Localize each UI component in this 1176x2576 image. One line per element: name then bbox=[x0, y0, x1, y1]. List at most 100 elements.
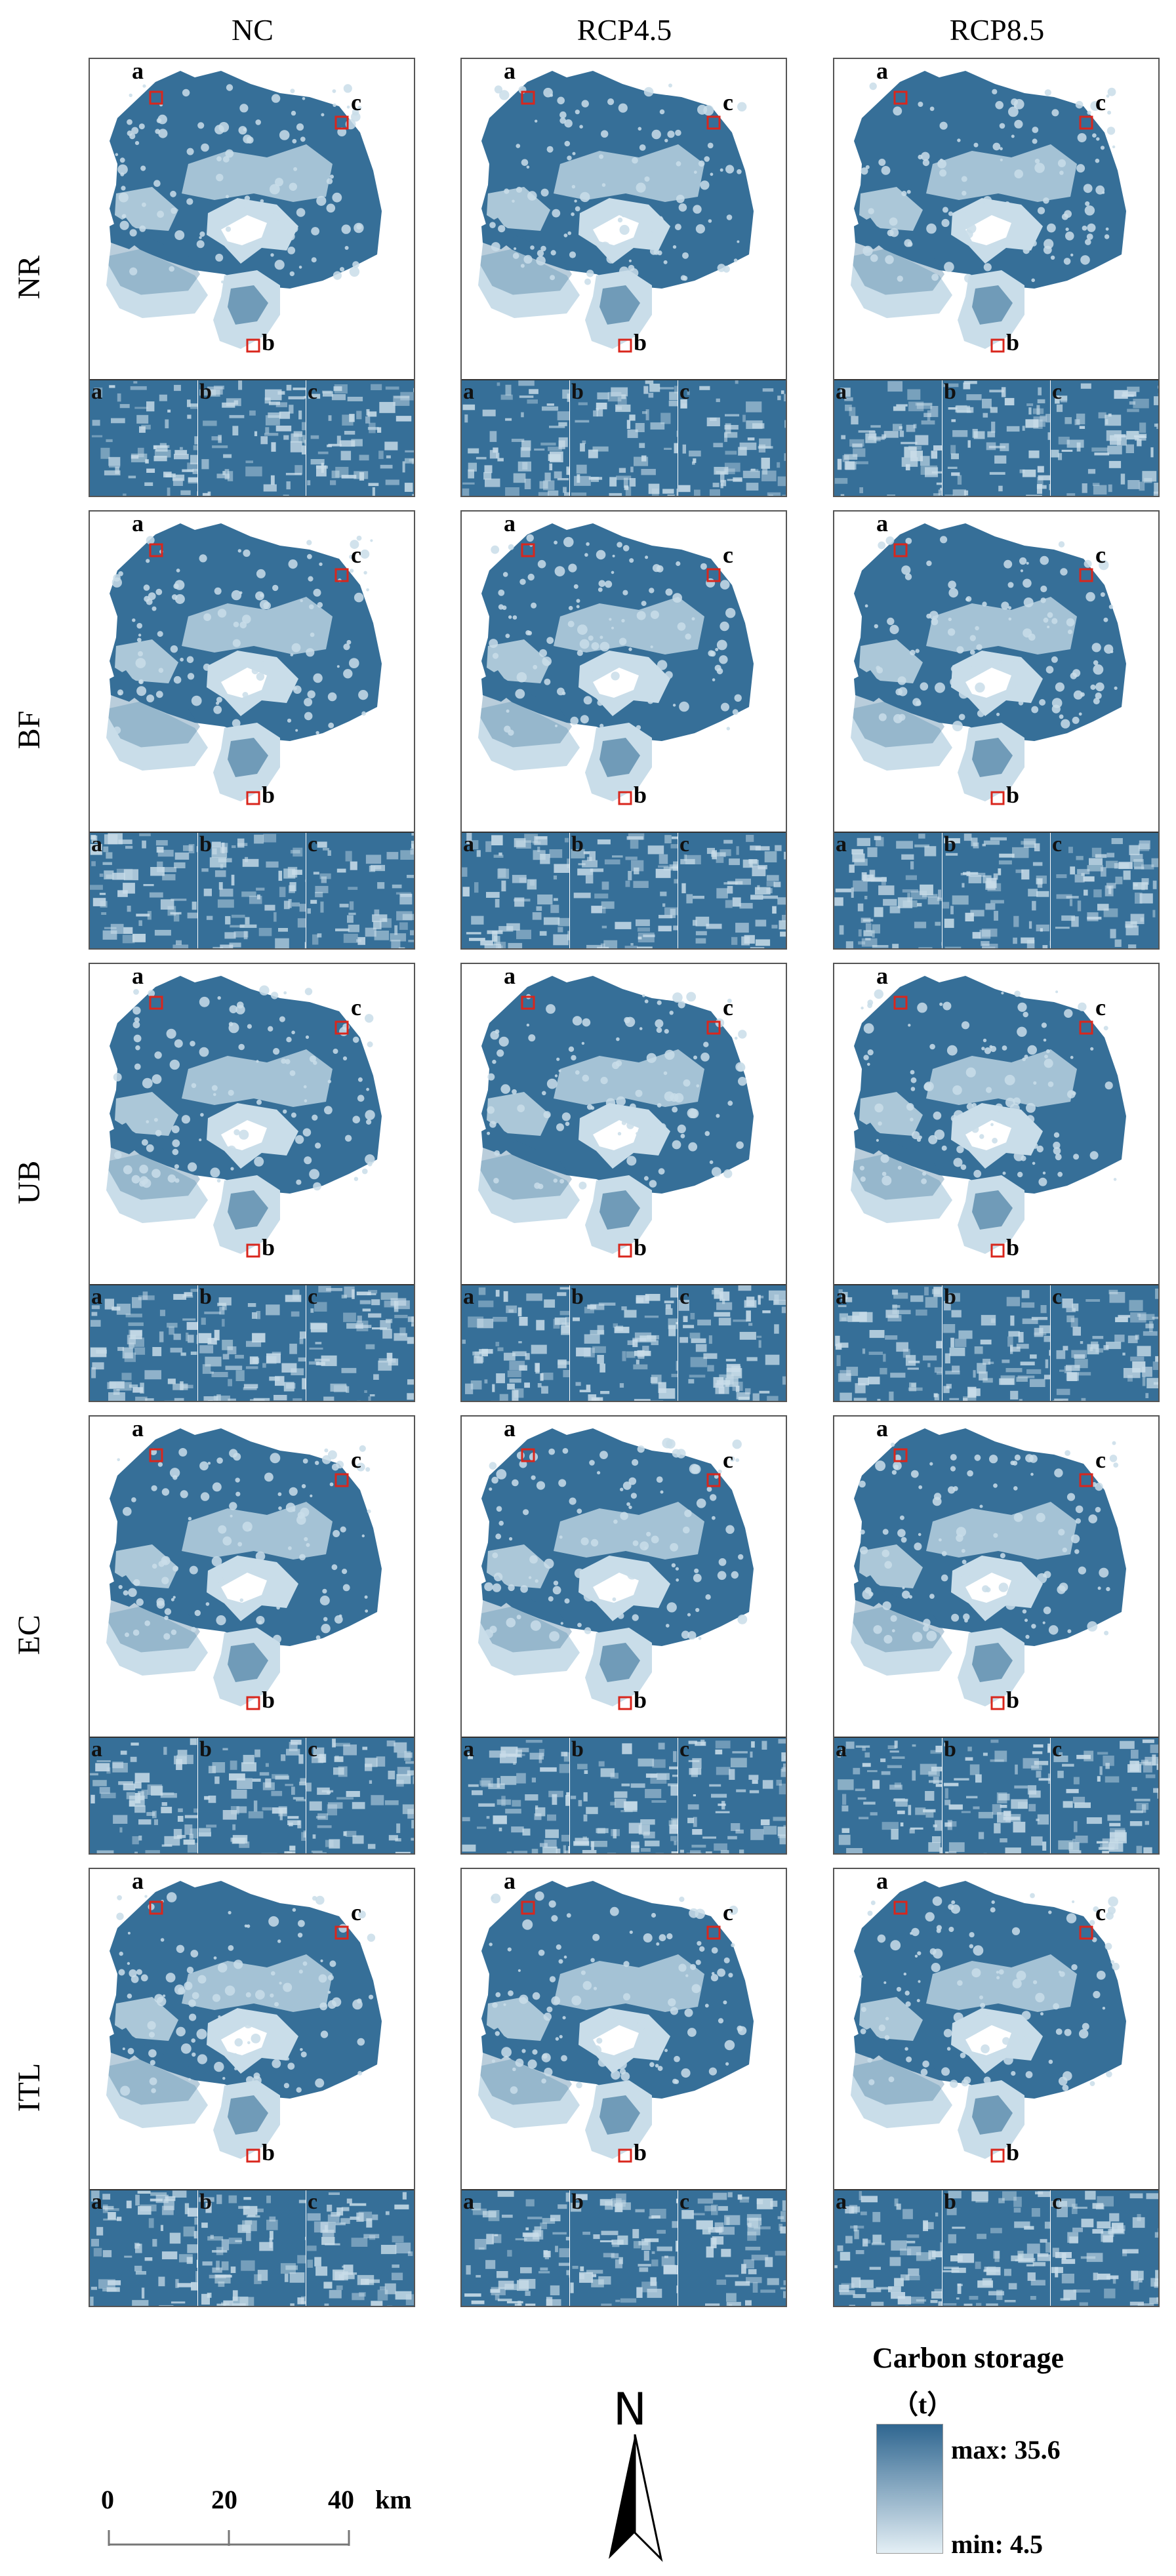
marker-label-c: c bbox=[351, 994, 361, 1020]
marker-label-a: a bbox=[132, 1415, 144, 1441]
map-itl-rcp45: a b c a b c bbox=[460, 1868, 787, 2307]
marker-label-c: c bbox=[723, 994, 733, 1020]
zoom-inset-strip: a b c bbox=[834, 1284, 1158, 1401]
zoom-label-b: b bbox=[571, 2190, 584, 2214]
zoom-inset-a: a bbox=[834, 833, 942, 948]
zoom-label-c: c bbox=[308, 832, 318, 856]
zoom-label-a: a bbox=[463, 832, 474, 856]
zoom-inset-a: a bbox=[90, 2190, 197, 2306]
zoom-label-a: a bbox=[91, 1737, 102, 1761]
zoom-inset-b: b bbox=[943, 380, 1050, 496]
marker-label-c: c bbox=[1095, 542, 1106, 568]
scale-tick-0: 0 bbox=[101, 2485, 114, 2514]
legend-min-label: min: 4.5 bbox=[951, 2529, 1043, 2559]
zoom-inset-a: a bbox=[462, 2190, 569, 2306]
marker-label-c: c bbox=[723, 542, 733, 568]
marker-label-c: c bbox=[1095, 994, 1106, 1020]
legend-unit: （t） bbox=[892, 2390, 954, 2419]
map-bf-nc: a b c a b c bbox=[89, 510, 415, 950]
map-ub-rcp45: a b c a b c bbox=[460, 963, 787, 1402]
zoom-inset-a: a bbox=[834, 2190, 942, 2306]
marker-label-a: a bbox=[504, 510, 516, 536]
map-itl-nc: a b c a b c bbox=[89, 1868, 415, 2307]
north-arrow-label: N bbox=[613, 2384, 647, 2436]
marker-label-b: b bbox=[262, 782, 275, 808]
map-nr-rcp45: a b c a b c bbox=[460, 58, 787, 497]
zoom-inset-strip: a b c bbox=[834, 1737, 1158, 1853]
zoom-inset-a: a bbox=[462, 380, 569, 496]
marker-label-b: b bbox=[1006, 1687, 1020, 1713]
zoom-label-c: c bbox=[308, 2190, 318, 2214]
zoom-inset-strip: a b c bbox=[462, 1284, 786, 1401]
zoom-label-b: b bbox=[944, 832, 956, 856]
marker-label-a: a bbox=[876, 1415, 888, 1441]
zoom-label-a: a bbox=[836, 1285, 847, 1309]
zoom-inset-c: c bbox=[1051, 2190, 1158, 2306]
map-ec-nc: a b c a b c bbox=[89, 1415, 415, 1855]
zoom-divider bbox=[90, 379, 414, 380]
zoom-inset-a: a bbox=[462, 833, 569, 948]
zoom-inset-strip: a b c bbox=[834, 2189, 1158, 2306]
zoom-label-c: c bbox=[308, 1285, 318, 1309]
zoom-divider bbox=[462, 832, 786, 833]
marker-label-b: b bbox=[634, 1234, 647, 1260]
zoom-label-c: c bbox=[308, 380, 318, 404]
row-label-itl: ITL bbox=[12, 2063, 47, 2112]
zoom-label-c: c bbox=[679, 1285, 690, 1309]
marker-label-a: a bbox=[876, 510, 888, 536]
legend-max-label: max: 35.6 bbox=[951, 2435, 1061, 2465]
scale-tick-40: 40 bbox=[328, 2485, 354, 2514]
zoom-inset-a: a bbox=[462, 1738, 569, 1853]
marker-label-c: c bbox=[1095, 1899, 1106, 1925]
zoom-label-a: a bbox=[91, 1285, 102, 1309]
zoom-label-b: b bbox=[199, 832, 212, 856]
marker-label-b: b bbox=[262, 1234, 275, 1260]
zoom-label-c: c bbox=[1052, 1285, 1063, 1309]
zoom-inset-b: b bbox=[943, 1285, 1050, 1401]
zoom-inset-strip: a b c bbox=[90, 1737, 414, 1853]
marker-label-a: a bbox=[504, 1415, 516, 1441]
marker-label-a: a bbox=[876, 58, 888, 84]
marker-label-c: c bbox=[351, 1447, 361, 1473]
zoom-label-b: b bbox=[944, 2190, 956, 2214]
zoom-inset-a: a bbox=[90, 1285, 197, 1401]
column-header-nc: NC bbox=[232, 13, 274, 47]
marker-label-b: b bbox=[634, 2139, 647, 2165]
scale-bar bbox=[108, 2530, 350, 2546]
zoom-inset-strip: a b c bbox=[462, 379, 786, 496]
zoom-inset-b: b bbox=[198, 380, 306, 496]
zoom-label-a: a bbox=[836, 380, 847, 404]
zoom-divider bbox=[90, 2189, 414, 2190]
marker-label-a: a bbox=[132, 510, 144, 536]
zoom-inset-c: c bbox=[1051, 1738, 1158, 1853]
zoom-label-b: b bbox=[571, 1285, 584, 1309]
zoom-label-c: c bbox=[679, 380, 690, 404]
zoom-inset-c: c bbox=[678, 1738, 786, 1853]
zoom-inset-c: c bbox=[306, 833, 414, 948]
zoom-label-a: a bbox=[463, 2190, 474, 2214]
zoom-label-b: b bbox=[199, 380, 212, 404]
zoom-inset-c: c bbox=[678, 1285, 786, 1401]
zoom-label-c: c bbox=[679, 2190, 690, 2214]
zoom-label-b: b bbox=[199, 1285, 212, 1309]
zoom-inset-b: b bbox=[198, 1285, 306, 1401]
legend-title: Carbon storage bbox=[872, 2342, 1064, 2374]
map-bf-rcp45: a b c a b c bbox=[460, 510, 787, 950]
zoom-label-b: b bbox=[199, 1737, 212, 1761]
map-ec-rcp85: a b c a b c bbox=[833, 1415, 1160, 1855]
row-label-nr: NR bbox=[12, 255, 47, 300]
zoom-divider bbox=[462, 1284, 786, 1285]
column-header-rcp45: RCP4.5 bbox=[577, 13, 672, 47]
zoom-label-b: b bbox=[571, 832, 584, 856]
zoom-divider bbox=[462, 1737, 786, 1738]
zoom-inset-b: b bbox=[943, 833, 1050, 948]
zoom-label-c: c bbox=[679, 832, 690, 856]
marker-label-c: c bbox=[1095, 1447, 1106, 1473]
zoom-inset-strip: a b c bbox=[834, 379, 1158, 496]
marker-label-c: c bbox=[723, 1899, 733, 1925]
zoom-divider bbox=[90, 1737, 414, 1738]
map-nr-nc: a b c a b c bbox=[89, 58, 415, 497]
row-label-ub: UB bbox=[12, 1160, 47, 1205]
zoom-label-b: b bbox=[571, 1737, 584, 1761]
zoom-inset-c: c bbox=[306, 1738, 414, 1853]
